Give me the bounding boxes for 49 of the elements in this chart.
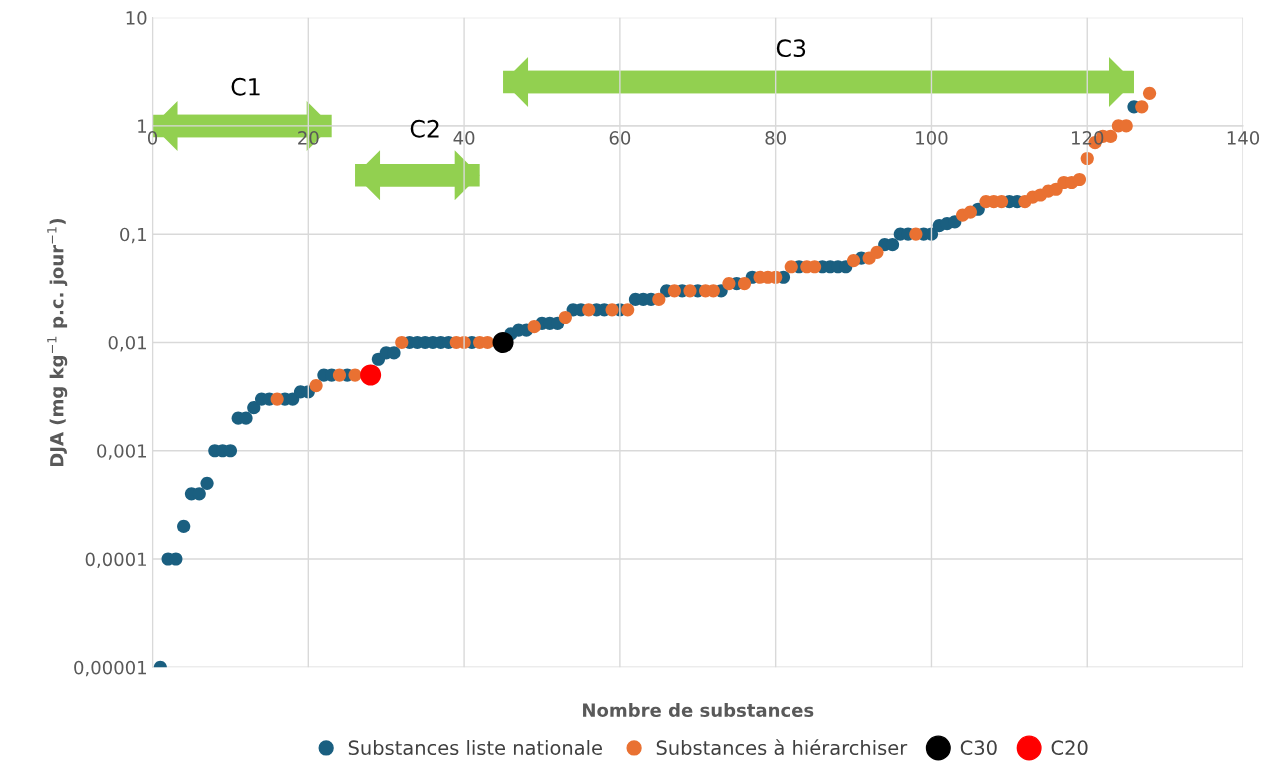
point (909, 227, 923, 241)
point (621, 303, 635, 317)
point (1104, 129, 1118, 143)
y-tick-label: 0,1 (120, 227, 146, 244)
point (652, 292, 666, 306)
point (309, 378, 323, 393)
point (348, 368, 362, 382)
point (737, 276, 752, 291)
y-axis-title: DJA (mg kg$^{−1}$ p.c. jour$^{−1}$) (47, 218, 68, 467)
x-tick-label: 40 (453, 131, 475, 145)
point (808, 260, 822, 274)
x-tick-label: 60 (609, 131, 631, 145)
point (963, 205, 977, 219)
y-tick-label: 0,01 (108, 335, 146, 352)
y-tick-label: 0,0001 (85, 552, 146, 568)
legend-label: Substances à hiérarchiser (656, 739, 908, 756)
point (1135, 100, 1149, 114)
y-tick-label: 10 (126, 11, 147, 25)
y-tick-label: 0,00001 (74, 660, 146, 677)
point (395, 335, 409, 350)
point (1072, 172, 1087, 187)
y-tick-label: 1 (138, 119, 146, 133)
point (870, 245, 884, 259)
point (683, 284, 697, 298)
x-axis-title: Nombre de substances (583, 703, 814, 717)
point (582, 303, 596, 317)
point (846, 254, 861, 268)
x-tick-label: 100 (916, 131, 948, 145)
x-tick-label: 140 (1227, 131, 1260, 145)
x-tick-label: 0 (147, 131, 158, 145)
legend-label: C30 (960, 740, 997, 756)
legend-label: C20 (1051, 740, 1088, 756)
point (722, 276, 736, 291)
x-tick-label: 80 (765, 131, 786, 145)
point (558, 310, 572, 325)
point (667, 284, 681, 298)
point (332, 368, 347, 382)
point (1142, 86, 1157, 100)
point (784, 260, 798, 274)
annotation: C3 (776, 39, 806, 58)
y-tick-label: 0,001 (97, 444, 146, 460)
point (527, 320, 541, 334)
legend-label: Substances liste nationale (348, 740, 602, 756)
annotation: C2 (410, 119, 439, 138)
point (605, 303, 619, 317)
annotation: C1 (231, 77, 260, 96)
point (270, 392, 284, 406)
point (360, 364, 382, 386)
point (492, 331, 514, 353)
